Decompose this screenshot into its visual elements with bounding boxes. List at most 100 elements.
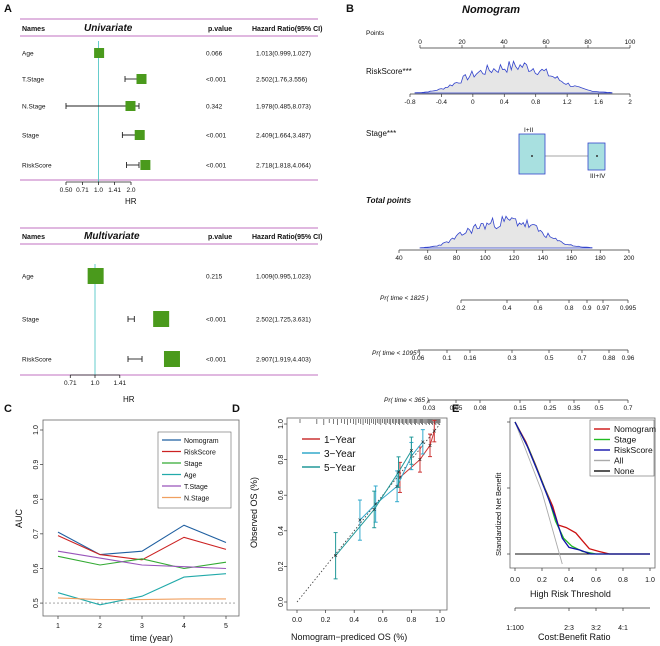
legend-label: 3−Year	[324, 449, 356, 460]
row-name: Stage	[22, 317, 39, 324]
x-tick-label: 1.0	[645, 577, 655, 584]
hr-box	[125, 101, 136, 111]
points-label: Points	[366, 30, 385, 37]
col-header-hr: Hazard Ratio(95% CI)	[252, 26, 322, 33]
calibration-point: ×	[372, 507, 376, 514]
auc-line-chart: time (year) AUC 0.5 0.6 0.7 0.8 0.9 1.0 1 2 3 4 5 N…	[14, 419, 240, 643]
x-tick-label: 0.50	[60, 187, 73, 194]
total-points-tick-label: 140	[537, 255, 548, 262]
pr-365-tick-label: 0.5	[594, 405, 603, 412]
x-tick-label: 0.8	[407, 617, 417, 624]
row-hr-text: 2.907(1.919,4.403)	[256, 357, 311, 364]
pr-1825-tick-label: 0.995	[620, 305, 637, 312]
plot-frame	[42, 419, 240, 617]
y-tick-label: 0.0	[278, 597, 285, 607]
series-line-stage	[57, 555, 227, 570]
riskscore-tick-label: -0.4	[436, 99, 448, 106]
diagonal-line	[296, 423, 441, 603]
row-name: T.Stage	[22, 77, 44, 84]
points-tick-label: 40	[500, 39, 508, 46]
row-pvalue: <0.001	[206, 317, 226, 324]
decision-curve-chart: High Risk Threshold Cost:Benefit Ratio S…	[494, 417, 656, 642]
total-points-label: Total points	[366, 196, 412, 205]
calibration-point: ×	[428, 443, 432, 450]
calibration-point: ×	[396, 470, 400, 477]
total-points-tick-label: 60	[424, 255, 432, 262]
col-header-names: Names	[22, 26, 45, 33]
pr-1095-tick-label: 0.7	[577, 355, 586, 362]
points-tick-label: 0	[418, 39, 422, 46]
row-hr-text: 2.718(1.818,4.064)	[256, 163, 311, 170]
riskscore-tick-label: 0.4	[500, 99, 509, 106]
pr-1095-tick-label: 0.1	[442, 355, 451, 362]
row-hr-text: 2.502(1.76,3.556)	[256, 77, 307, 84]
total-points-tick-label: 160	[566, 255, 577, 262]
x-tick-label: 0.8	[618, 577, 628, 584]
pr-1825-tick-label: 0.8	[564, 305, 573, 312]
x-tick-label: 1	[56, 623, 60, 630]
total-points-tick-label: 200	[624, 255, 635, 262]
x-tick-label: 1.0	[90, 380, 99, 387]
pr-365-tick-label: 0.03	[423, 405, 436, 412]
stage-dot-iii-iv	[596, 155, 598, 157]
x-tick-label: 0.2	[537, 577, 547, 584]
univariate-forest-plot: Names Univariate p.value Hazard Ratio(95…	[20, 18, 322, 206]
multivariate-title: Multivariate	[84, 231, 140, 242]
panel-label-b: B	[346, 3, 354, 15]
calibration-point: ×	[374, 502, 378, 509]
legend-label: Nomogram	[184, 438, 219, 445]
legend-label: T.Stage	[184, 484, 208, 491]
y-tick-label: 0.4	[278, 526, 285, 536]
pr-1095-label: Pr( time < 1095 )	[372, 350, 421, 357]
riskscore-tick-label: 1.6	[594, 99, 603, 106]
total-points-tick-label: 180	[595, 255, 606, 262]
row-pvalue: 0.342	[206, 104, 223, 111]
calibration-chart: Nomogram−prediced OS (%) Observed OS (%)…	[249, 417, 448, 642]
x-tick-label: 4	[182, 623, 186, 630]
riskscore-curve	[514, 421, 650, 555]
hr-box	[134, 130, 145, 140]
pr-1825-tick-label: 0.2	[456, 305, 465, 312]
ratio-tick-label: 4:1	[618, 625, 628, 632]
row-hr-text: 2.502(1.725,3.631)	[256, 317, 311, 324]
dca-y-label: Standardized Net Benefit	[494, 472, 503, 556]
series-line-t-stage	[57, 550, 227, 570]
total-points-tick-label: 100	[480, 255, 491, 262]
row-pvalue: <0.001	[206, 357, 226, 364]
y-tick-label: 1.0	[278, 419, 285, 429]
ratio-tick-label: 2:3	[564, 625, 574, 632]
y-tick-label: 1.0	[33, 425, 40, 435]
pr-365-tick-label: 0.7	[623, 405, 632, 412]
row-hr-text: 1.978(0.485,8.073)	[256, 104, 311, 111]
legend-label: RiskScore	[184, 450, 216, 457]
x-tick-label: 0.6	[591, 577, 601, 584]
x-tick-label: 2	[98, 623, 102, 630]
calibration-point: ×	[418, 457, 422, 464]
series-line-n-stage	[57, 597, 226, 601]
row-name: N.Stage	[22, 104, 46, 111]
pr-365-label: Pr( time < 365 )	[384, 397, 429, 404]
stage-box-i-ii	[518, 133, 546, 175]
col-header-pvalue: p.value	[208, 234, 232, 241]
points-tick-label: 100	[625, 39, 636, 46]
y-tick-label: 0.9	[33, 460, 40, 470]
pr-1825-tick-label: 0.97	[597, 305, 610, 312]
dca-ratio-label: Cost:Benefit Ratio	[538, 632, 611, 642]
row-name: Age	[22, 51, 34, 58]
pr-1095-tick-label: 0.3	[507, 355, 516, 362]
ratio-tick-label: 3:2	[591, 625, 601, 632]
stage-level-iii-iv: III+IV	[590, 173, 606, 180]
legend-label: 5−Year	[324, 463, 356, 474]
calibration-point: ×	[334, 553, 338, 560]
riskscore-label: RiskScore***	[366, 67, 412, 76]
points-tick-label: 20	[458, 39, 466, 46]
x-tick-label: 0.0	[510, 577, 520, 584]
x-tick-label: 3	[140, 623, 144, 630]
points-tick-label: 60	[542, 39, 550, 46]
legend-label: RiskScore	[614, 445, 653, 455]
legend-label: Nomogram	[614, 424, 656, 434]
hr-box	[163, 351, 180, 367]
pr-1825-tick-label: 0.4	[502, 305, 511, 312]
y-tick-label: 0.8	[278, 455, 285, 465]
x-tick-label: 0.2	[321, 617, 331, 624]
